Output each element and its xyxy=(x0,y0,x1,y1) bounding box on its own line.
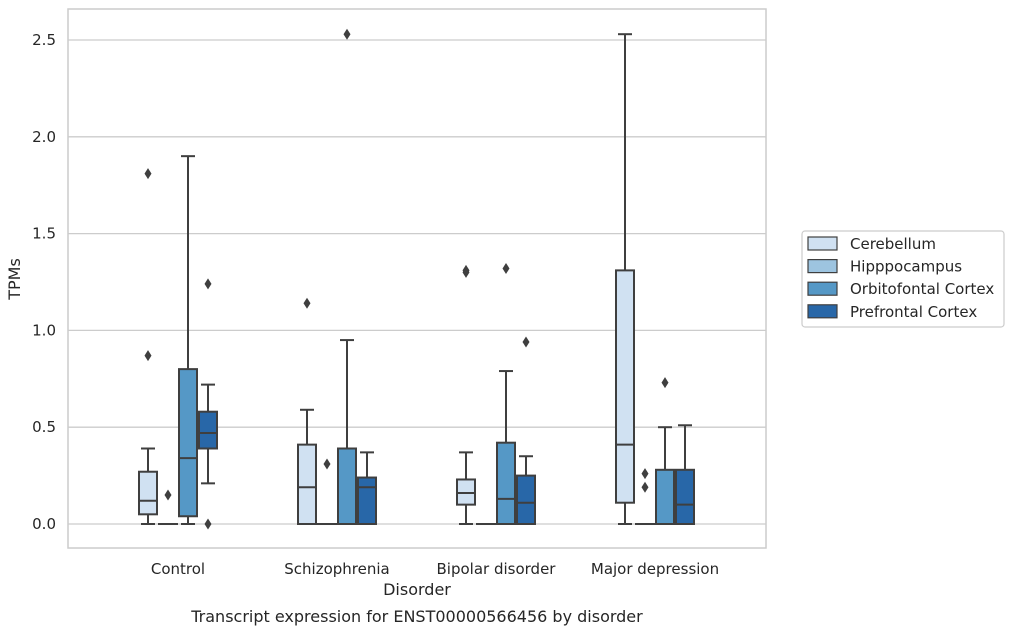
iqr-box xyxy=(516,474,536,526)
iqr-box xyxy=(297,443,317,525)
y-tick-label: 0.5 xyxy=(32,418,56,436)
outlier-point xyxy=(204,278,212,290)
x-axis-title: Disorder xyxy=(383,580,451,599)
box-0-1 xyxy=(158,489,178,526)
outlier-point xyxy=(204,518,212,530)
box-2-3 xyxy=(516,336,536,526)
outlier-point xyxy=(144,168,152,180)
outlier-point xyxy=(661,377,669,389)
iqr-box xyxy=(357,476,377,526)
legend-swatch xyxy=(807,281,838,296)
legend-frame xyxy=(801,230,1005,328)
outlier-point xyxy=(641,481,649,493)
gridlines xyxy=(68,39,766,525)
plot-frame xyxy=(67,8,767,549)
outlier-point xyxy=(462,264,470,276)
x-tick-label: Bipolar disorder xyxy=(437,560,557,578)
box-0-0 xyxy=(138,168,158,525)
box-1-3 xyxy=(357,451,377,526)
iqr-box xyxy=(615,269,635,504)
box-1-2 xyxy=(337,28,357,525)
legend-swatch xyxy=(807,304,838,319)
box-3-3 xyxy=(675,424,695,525)
box-1-0 xyxy=(297,297,317,525)
box-0-3 xyxy=(198,278,218,530)
iqr-box xyxy=(337,447,357,525)
outlier-point xyxy=(522,336,530,348)
legend-swatch xyxy=(807,236,838,251)
legend: Cerebellum Hipppocampus Orbitofontal Corte… xyxy=(801,230,1005,328)
y-tick-labels: 0.0 0.5 1.0 1.5 2.0 2.5 xyxy=(32,31,56,533)
box-2-0 xyxy=(456,264,476,525)
outlier-point xyxy=(343,28,351,40)
legend-swatch xyxy=(807,259,838,274)
outlier-point xyxy=(303,297,311,309)
y-tick-label: 0.0 xyxy=(32,515,56,533)
outlier-point xyxy=(641,468,649,480)
legend-label: Orbitofontal Cortex xyxy=(850,280,994,298)
iqr-box xyxy=(178,368,198,518)
box-2-2 xyxy=(496,262,516,525)
y-axis-title: TPMs xyxy=(5,258,24,301)
y-tick-label: 2.0 xyxy=(32,128,56,146)
box-groups xyxy=(138,28,695,530)
x-tick-label: Schizophrenia xyxy=(284,560,389,578)
outlier-point xyxy=(323,458,331,470)
iqr-box xyxy=(496,441,516,525)
y-tick-label: 2.5 xyxy=(32,31,56,49)
x-tick-label: Control xyxy=(151,560,205,578)
chart-caption: Transcript expression for ENST0000056645… xyxy=(190,607,643,626)
outlier-point xyxy=(164,489,172,501)
legend-label: Hipppocampus xyxy=(850,258,962,276)
y-tick-label: 1.5 xyxy=(32,225,56,243)
x-tick-label: Major depression xyxy=(591,560,719,578)
box-3-2 xyxy=(655,377,675,525)
box-0-2 xyxy=(178,155,198,525)
x-tick-labels: Control Schizophrenia Bipolar disorder Majo… xyxy=(151,560,719,578)
outlier-point xyxy=(144,350,152,362)
iqr-box xyxy=(675,468,695,525)
box-3-1 xyxy=(635,468,655,526)
iqr-box xyxy=(198,410,218,450)
iqr-box xyxy=(138,470,158,516)
legend-label: Cerebellum xyxy=(850,235,936,253)
y-tick-label: 1.0 xyxy=(32,321,56,339)
legend-label: Prefrontal Cortex xyxy=(850,303,977,321)
box-1-1 xyxy=(317,458,337,526)
outlier-point xyxy=(502,262,510,274)
iqr-box xyxy=(655,468,675,525)
box-3-0 xyxy=(615,33,635,525)
